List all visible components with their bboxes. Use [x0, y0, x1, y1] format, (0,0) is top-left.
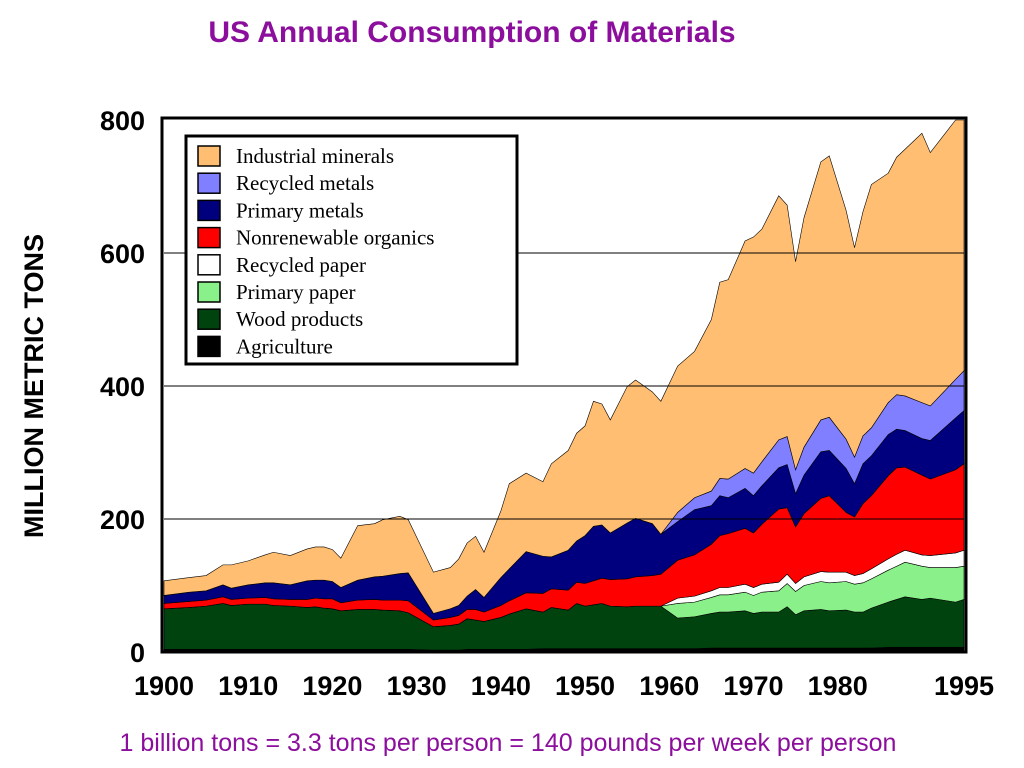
- x-tick-label: 1930: [387, 671, 447, 701]
- x-tick-label: 1950: [555, 671, 615, 701]
- legend-label: Industrial minerals: [236, 144, 394, 168]
- legend-box: [184, 134, 519, 366]
- legend-label: Agriculture: [236, 334, 333, 358]
- legend-swatch: [197, 254, 221, 276]
- legend-swatch: [197, 281, 221, 303]
- legend-label: Recycled paper: [236, 253, 366, 277]
- plot-frame: [160, 116, 968, 654]
- y-tick-label: 600: [100, 239, 145, 269]
- legend-label: Primary metals: [236, 198, 364, 222]
- x-tick-label: 1995: [934, 671, 994, 701]
- legend-swatch: [197, 308, 221, 330]
- y-tick-label: 0: [130, 638, 145, 668]
- x-axis-ticks: 1900 1910 1920 1930 1940 1950 1960 1970 1980 1995: [134, 671, 994, 701]
- legend-swatch: [197, 226, 221, 249]
- x-tick-label: 1910: [218, 671, 278, 701]
- legend-label: Wood products: [236, 307, 363, 331]
- footnote: 1 billion tons = 3.3 tons per person = 1…: [119, 729, 897, 757]
- x-tick-label: 1970: [723, 671, 783, 701]
- y-tick-label: 400: [100, 372, 145, 402]
- y-axis-label: MILLION METRIC TONS: [19, 234, 49, 538]
- x-tick-label: 1960: [639, 671, 699, 701]
- x-tick-label: 1900: [134, 671, 194, 701]
- area-industrial-minerals: [163, 119, 965, 614]
- legend-swatch: [197, 172, 221, 194]
- x-tick-label: 1980: [808, 671, 868, 701]
- legend-label: Primary paper: [236, 280, 356, 304]
- legend-label: Recycled metals: [236, 171, 374, 195]
- legend-swatch: [197, 199, 221, 222]
- x-tick-label: 1940: [471, 671, 531, 701]
- page-title: US Annual Consumption of Materials: [208, 16, 736, 49]
- legend: Industrial minerals Recycled metals Primar…: [184, 134, 519, 366]
- y-tick-label: 200: [100, 505, 145, 535]
- legend-label: Nonrenewable organics: [236, 226, 434, 250]
- legend-swatch: [197, 335, 221, 358]
- chart-areas: [163, 119, 965, 653]
- stacked-area-chart: 1900 1910 1920 1930 1940 1950 1960 1970 1980 1995…: [19, 106, 994, 701]
- legend-swatch: [197, 145, 221, 167]
- x-tick-label: 1920: [302, 671, 362, 701]
- y-tick-label: 800: [100, 106, 145, 136]
- y-axis-ticks: 0 200 400 600 800: [100, 106, 145, 668]
